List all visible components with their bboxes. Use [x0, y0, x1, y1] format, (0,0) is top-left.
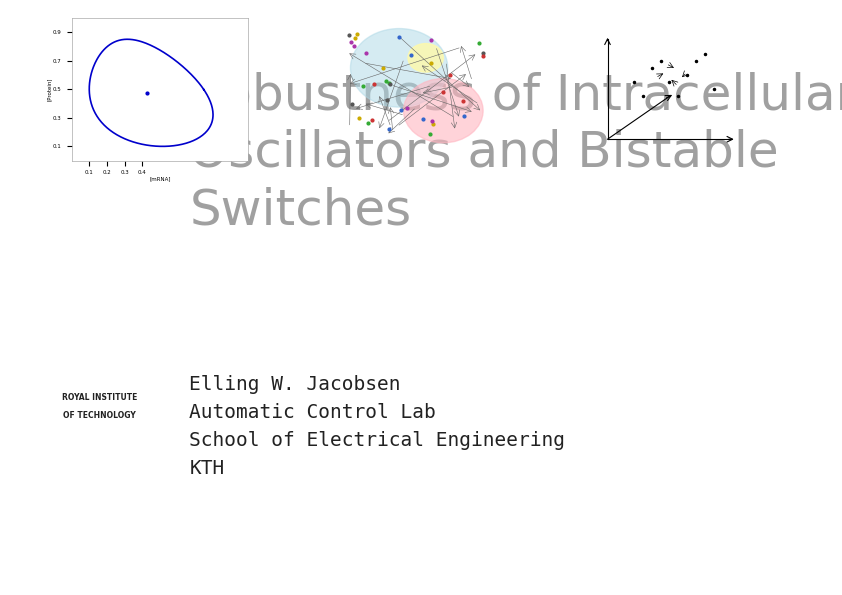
- Text: KTH: KTH: [76, 303, 122, 321]
- Ellipse shape: [408, 43, 443, 72]
- Ellipse shape: [403, 79, 483, 143]
- Ellipse shape: [350, 29, 448, 107]
- Text: VETENSKAP: VETENSKAP: [78, 330, 120, 335]
- Text: ♛: ♛: [90, 261, 108, 280]
- Text: Robustness of Intracellular
Oscillators and Bistable
Switches: Robustness of Intracellular Oscillators …: [189, 71, 842, 234]
- Text: Elling W. Jacobsen
Automatic Control Lab
School of Electrical Engineering
KTH: Elling W. Jacobsen Automatic Control Lab…: [189, 375, 566, 478]
- Text: OF TECHNOLOGY: OF TECHNOLOGY: [63, 411, 136, 419]
- X-axis label: [mRNA]: [mRNA]: [149, 177, 171, 181]
- Y-axis label: [Protein]: [Protein]: [46, 77, 51, 101]
- Text: ROYAL INSTITUTE: ROYAL INSTITUTE: [61, 393, 137, 402]
- Text: OCH KONST: OCH KONST: [78, 340, 120, 345]
